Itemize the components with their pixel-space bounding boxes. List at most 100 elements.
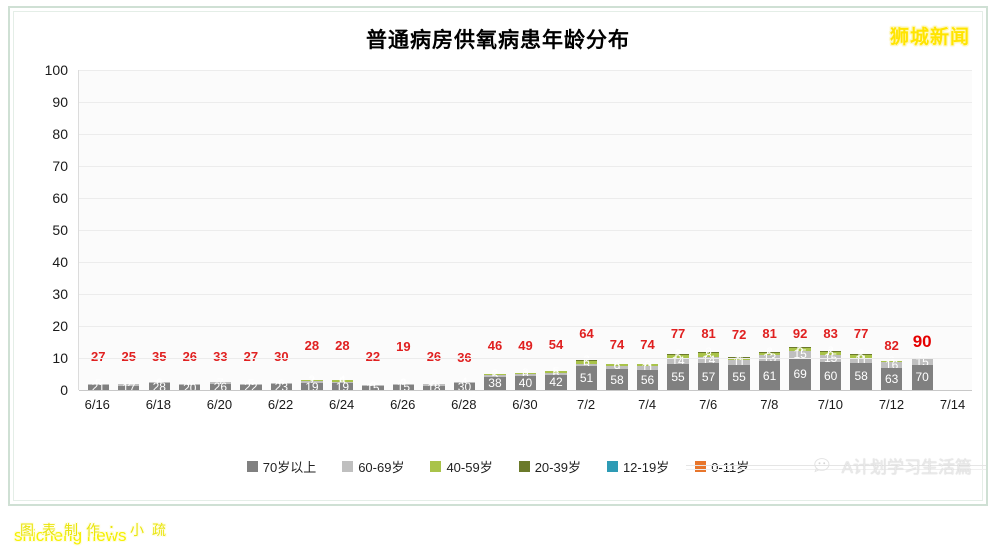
bar-stack[interactable]: 74 6 11 56 xyxy=(636,337,659,390)
bar-stack[interactable]: 49 3 6 40 xyxy=(514,338,537,390)
bar-segment[interactable]: 63 xyxy=(880,367,903,390)
bar-segment[interactable]: 15 xyxy=(362,383,384,394)
bar-stack[interactable]: 82 3 16 63 xyxy=(880,338,903,390)
bar-segment[interactable]: 60 xyxy=(819,361,842,390)
bar-column[interactable]: 35 628 xyxy=(144,70,175,392)
bar-segment[interactable]: 4 xyxy=(453,377,476,387)
bar-stack[interactable]: 35 628 xyxy=(148,349,170,392)
bar-segment[interactable]: 2 xyxy=(575,355,598,365)
bar-stack[interactable]: 28 2719 xyxy=(301,338,323,392)
bar-segment[interactable]: 16 xyxy=(880,360,903,371)
bar-stack[interactable]: 26 520 xyxy=(179,349,201,393)
bar-stack[interactable]: 30 623 xyxy=(270,349,293,393)
bar-column[interactable]: 77261158 xyxy=(846,70,877,390)
bar-segment[interactable]: 4 xyxy=(331,374,354,386)
bar-segment[interactable]: 2 xyxy=(789,342,811,352)
bar-segment[interactable]: 5 xyxy=(179,378,201,392)
bar-stack[interactable]: 64 26551 xyxy=(575,326,598,390)
bar-column[interactable]: 54 5642 xyxy=(541,70,572,390)
bar-column[interactable]: 30 623 xyxy=(266,70,297,393)
bar-stack[interactable]: 83261560 xyxy=(819,326,842,390)
bar-segment[interactable]: 19 xyxy=(331,381,354,392)
bar-segment[interactable]: 7 xyxy=(209,378,231,388)
legend-item[interactable]: 12-19岁 xyxy=(606,457,669,476)
bar-stack[interactable]: 92261569 xyxy=(789,326,811,390)
bar-segment[interactable]: 5 xyxy=(87,377,109,391)
bar-segment[interactable]: 2 xyxy=(728,352,750,362)
bar-segment[interactable]: 7 xyxy=(301,375,323,389)
bar-segment[interactable]: 42 xyxy=(545,374,567,390)
legend-item[interactable]: 40-59岁 xyxy=(430,457,493,476)
bar-column[interactable]: 28 4519 xyxy=(327,70,358,392)
bar-stack[interactable]: 26618 xyxy=(423,349,445,394)
bar-segment[interactable]: 5 xyxy=(240,377,262,391)
bar-column[interactable]: 64 26551 xyxy=(571,70,602,390)
bar-column[interactable]: 46 2538 xyxy=(480,70,511,390)
bar-column[interactable]: 22 615 xyxy=(358,70,389,394)
bar-segment[interactable]: 14 xyxy=(697,354,720,366)
bar-segment[interactable]: 3 xyxy=(514,367,537,379)
bar-segment[interactable]: 58 xyxy=(606,369,628,390)
bar-stack[interactable]: 46 2538 xyxy=(484,338,506,390)
bar-segment[interactable]: 6 xyxy=(606,358,628,371)
bar-segment[interactable]: 61 xyxy=(758,361,781,390)
bar-column[interactable]: 92261569 xyxy=(785,70,816,390)
bar-segment[interactable]: 5 xyxy=(758,347,781,361)
bar-column[interactable]: 72241155 xyxy=(724,70,755,390)
bar-segment[interactable]: 5 xyxy=(575,358,598,372)
bar-stack[interactable]: 77 261455 xyxy=(667,326,689,390)
bar-segment[interactable]: 11 xyxy=(636,362,659,374)
bar-segment[interactable]: 2 xyxy=(850,349,872,359)
bar-segment[interactable]: 6 xyxy=(514,369,537,381)
bar-segment[interactable]: 58 xyxy=(850,362,872,390)
bar-segment[interactable]: 6 xyxy=(545,367,567,380)
bar-stack[interactable]: 81251361 xyxy=(758,326,781,390)
bar-segment[interactable]: 69 xyxy=(789,357,811,390)
bar-segment[interactable]: 6 xyxy=(636,358,659,371)
bar-column[interactable]: 81 281457 xyxy=(693,70,724,390)
bar-segment[interactable]: 8 xyxy=(697,349,720,360)
bar-stack[interactable]: 22 615 xyxy=(362,349,384,394)
bar-segment[interactable]: 2 xyxy=(392,380,415,388)
bar-segment[interactable]: 28 xyxy=(148,381,170,392)
bar-column[interactable]: 77 261455 xyxy=(663,70,694,390)
bar-segment[interactable]: 6 xyxy=(850,351,872,362)
bar-segment[interactable]: 55 xyxy=(728,364,750,390)
bar-column[interactable]: 82 3 16 63 xyxy=(876,70,907,390)
bar-column[interactable]: 81251361 xyxy=(754,70,785,390)
bar-segment[interactable]: 2 xyxy=(758,347,781,357)
bar-stack[interactable]: 9051570 xyxy=(911,332,933,390)
bar-segment[interactable]: 57 xyxy=(697,363,720,390)
bar-segment[interactable]: 6 xyxy=(423,378,445,392)
bar-stack[interactable]: 74 6 9 58 xyxy=(606,337,628,390)
bar-segment[interactable]: 6 xyxy=(575,357,598,368)
bar-column[interactable]: 49 3 6 40 xyxy=(510,70,541,390)
bar-segment[interactable]: 2 xyxy=(392,380,415,387)
bar-stack[interactable]: 25717 xyxy=(118,349,140,394)
legend-item[interactable]: 20-39岁 xyxy=(518,457,581,476)
bar-segment[interactable]: 14 xyxy=(667,355,689,367)
legend-item[interactable]: 0-11岁 xyxy=(695,457,749,476)
bar-segment[interactable]: 2 xyxy=(697,347,720,357)
bar-stack[interactable]: 77261158 xyxy=(850,326,872,390)
bar-segment[interactable]: 2 xyxy=(484,370,506,378)
bar-segment[interactable]: 6 xyxy=(819,348,842,359)
legend-item[interactable]: 60-69岁 xyxy=(342,457,404,476)
bar-segment[interactable]: 9 xyxy=(606,361,628,374)
bar-segment[interactable]: 5 xyxy=(545,366,567,377)
bar-stack[interactable]: 27521 xyxy=(87,349,109,394)
bar-stack[interactable]: 54 5642 xyxy=(545,337,567,390)
bar-segment[interactable]: 6 xyxy=(789,344,811,355)
bar-stack[interactable]: 28 4519 xyxy=(331,338,354,392)
bar-segment[interactable]: 51 xyxy=(575,366,598,390)
bar-column[interactable]: 36 430 xyxy=(449,70,480,392)
bar-column[interactable]: 26 520 xyxy=(175,70,206,393)
bar-stack[interactable]: 27522 xyxy=(240,349,262,394)
bar-segment[interactable]: 3 xyxy=(880,356,903,367)
bar-segment[interactable]: 6 xyxy=(667,351,689,362)
bar-segment[interactable]: 15 xyxy=(789,348,811,360)
bar-segment[interactable]: 7 xyxy=(118,380,140,390)
bar-segment[interactable]: 5 xyxy=(331,377,354,388)
